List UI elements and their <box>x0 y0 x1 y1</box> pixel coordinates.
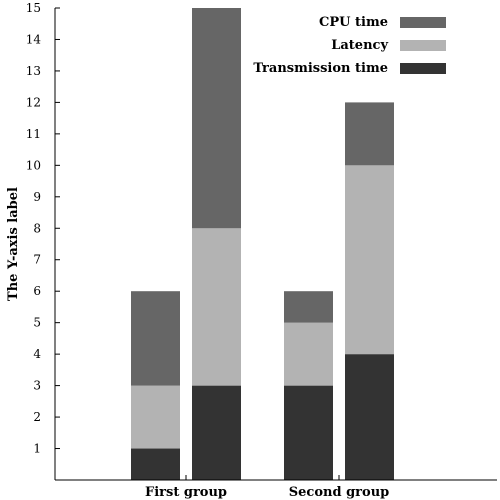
legend: CPU time Latency Transmission time <box>253 15 446 76</box>
legend-swatch <box>400 17 446 28</box>
x-axis-ticks: First group Second group <box>145 475 389 500</box>
legend-swatch <box>400 63 446 74</box>
legend-label: CPU time <box>319 15 388 30</box>
y-tick-label: 14 <box>26 32 42 46</box>
y-tick-label: 2 <box>33 410 41 424</box>
y-tick-label: 7 <box>33 253 41 267</box>
bar-segment <box>131 291 180 386</box>
y-tick-label: 10 <box>26 158 41 172</box>
y-tick-label: 12 <box>26 95 41 109</box>
bar-segment <box>192 8 241 229</box>
y-axis-title: The Y-axis label <box>6 187 21 301</box>
bar-segment <box>131 385 180 449</box>
legend-label: Latency <box>331 38 388 53</box>
y-tick-label: 9 <box>33 190 41 204</box>
bar-segment <box>131 448 180 480</box>
bar-segment <box>345 102 394 166</box>
bar-segment <box>345 354 394 480</box>
y-tick-label: 3 <box>33 379 41 393</box>
bar-segment <box>284 322 333 386</box>
y-tick-label: 6 <box>33 284 41 298</box>
legend-swatch <box>400 40 446 51</box>
x-category-label: Second group <box>289 485 389 500</box>
bar-segment <box>192 228 241 386</box>
bar-segment <box>284 291 333 323</box>
y-tick-label: 5 <box>33 316 41 330</box>
bar-segment <box>345 165 394 355</box>
y-tick-label: 8 <box>33 221 41 235</box>
bar-segment <box>192 385 241 480</box>
y-tick-label: 1 <box>33 442 41 456</box>
x-category-label: First group <box>145 485 227 500</box>
y-tick-label: 4 <box>33 347 41 361</box>
y-tick-label: 13 <box>26 64 41 78</box>
legend-label: Transmission time <box>253 61 388 76</box>
y-tick-label: 11 <box>26 127 41 141</box>
y-tick-label: 15 <box>26 1 41 15</box>
bar-segment <box>284 385 333 480</box>
bars-layer <box>131 8 394 480</box>
